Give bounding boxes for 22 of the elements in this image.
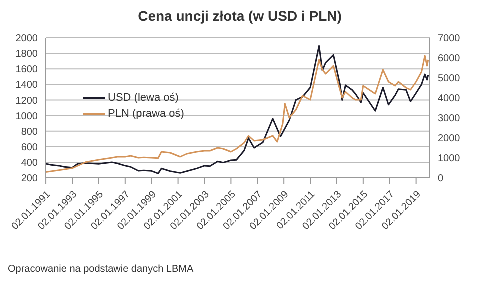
y2-tick-label: 4000 (438, 94, 461, 105)
y2-tick-label: 6000 (438, 54, 461, 65)
text: Opracowanie na podstawie danych LBMA (8, 264, 195, 275)
legend-label: PLN (prawa oś) (108, 108, 184, 120)
y-tick-label: 600 (21, 142, 38, 154)
y2-tick-label: 5000 (438, 74, 461, 85)
chart-title: Cena uncji złota (w USD i PLN) (137, 8, 343, 26)
y-tick-label: 800 (21, 126, 38, 138)
y2-tick-label: 1000 (438, 154, 461, 165)
y2-tick-label: 0 (438, 174, 444, 185)
y-tick-label: 2000 (16, 34, 38, 45)
y-tick-label: 200 (21, 174, 38, 185)
y2-tick-label: 3000 (438, 114, 461, 125)
y-tick-label: 1600 (16, 64, 38, 76)
y2-tick-label: 2000 (438, 134, 461, 145)
y-tick-label: 1400 (16, 80, 38, 92)
y-tick-label: 1800 (16, 49, 38, 60)
legend-label: USD (lewa oś) (108, 92, 179, 104)
y-tick-label: 1200 (16, 96, 38, 107)
y2-tick-label: 7000 (438, 34, 461, 45)
y-tick-label: 400 (21, 158, 38, 169)
y-tick-label: 1000 (16, 111, 38, 122)
